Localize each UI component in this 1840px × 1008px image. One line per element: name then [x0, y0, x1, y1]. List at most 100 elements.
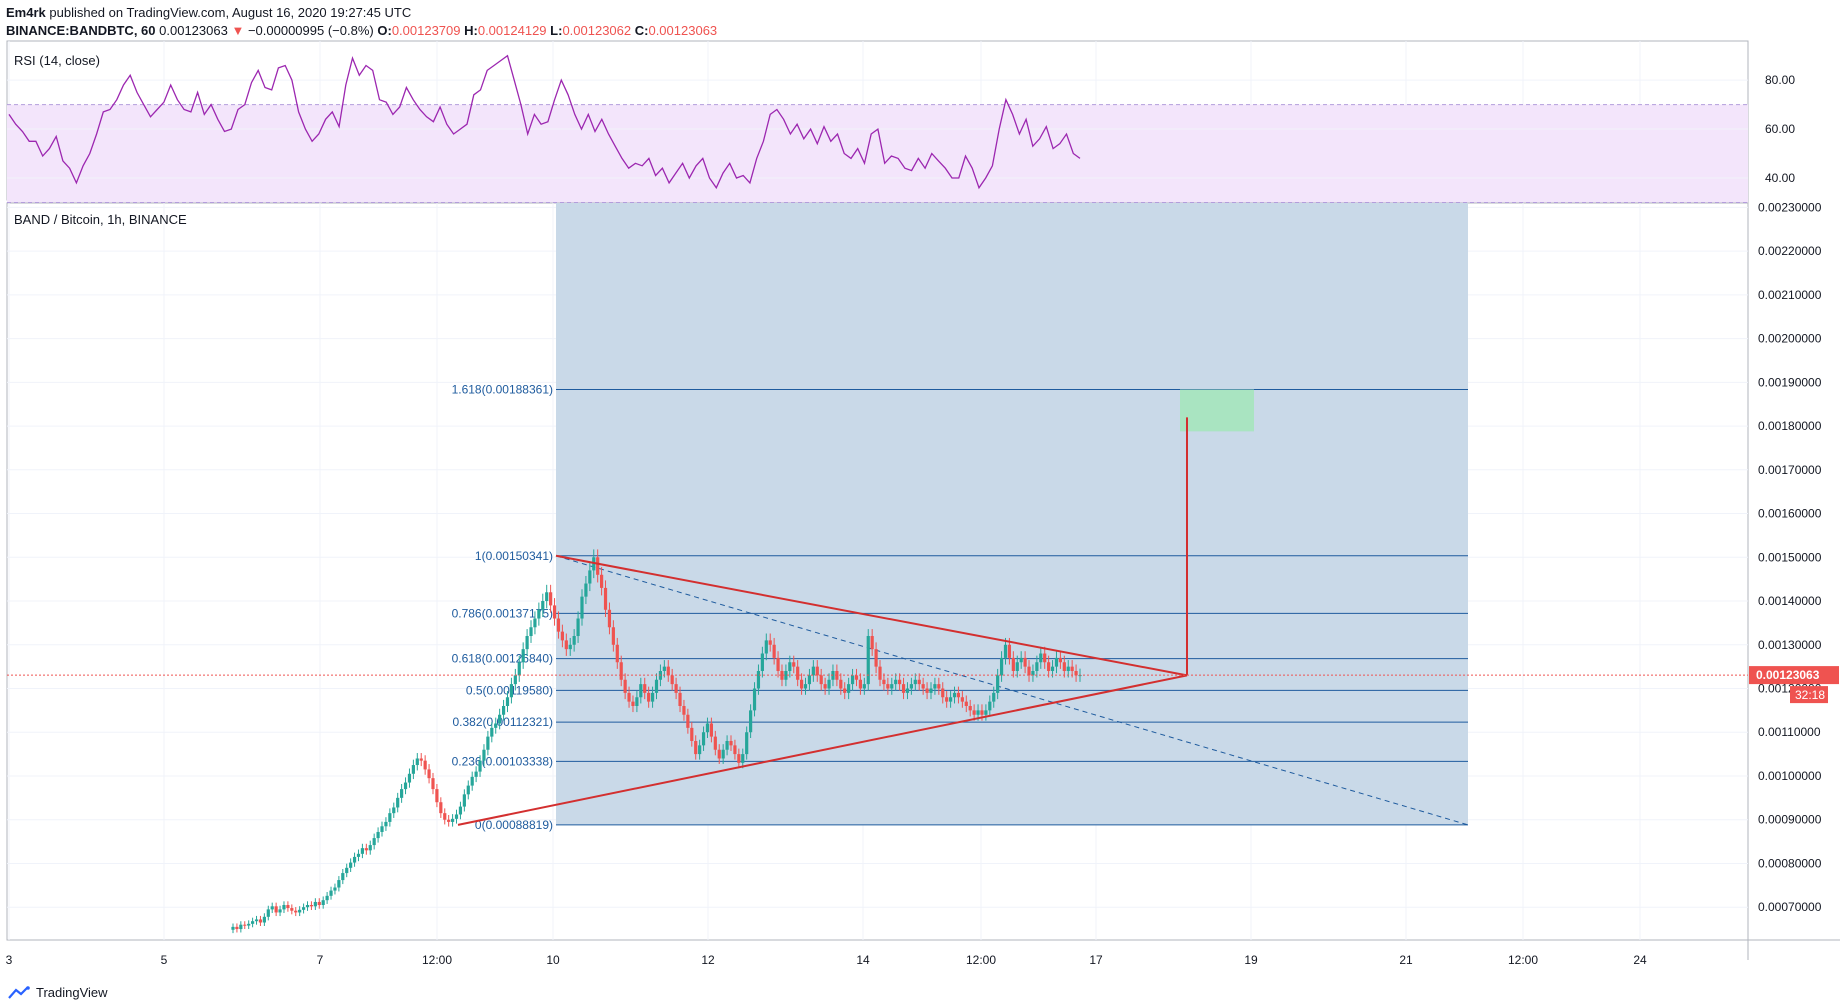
fib-level-label: 0.618(0.00126840)	[452, 652, 553, 666]
candle-body	[282, 905, 286, 910]
last-price: 0.00123063	[159, 23, 228, 38]
candle-body	[1003, 644, 1008, 658]
candle-body	[631, 701, 635, 706]
candle-body	[729, 740, 733, 746]
candle-body	[478, 760, 482, 772]
candle-body	[1023, 657, 1027, 667]
candle-body	[313, 901, 317, 907]
candle-body	[568, 644, 572, 650]
candle-body	[874, 649, 878, 667]
candle-body	[890, 684, 894, 689]
high-value: 0.00124129	[477, 23, 547, 38]
candle-body	[1062, 662, 1066, 672]
candle-body	[560, 631, 564, 641]
fib-level-label: 1(0.00150341)	[475, 549, 553, 563]
candle-body	[392, 807, 396, 814]
candle-body	[243, 924, 247, 926]
candle-body	[792, 662, 796, 667]
candle-body	[964, 701, 968, 706]
candle-body	[439, 802, 443, 814]
candle-body	[788, 662, 792, 672]
candle-body	[376, 831, 380, 839]
candle-body	[721, 749, 725, 759]
candle-body	[278, 909, 282, 913]
rsi-line	[8, 54, 1081, 190]
candle-body	[654, 679, 659, 693]
footer-brand[interactable]: TradingView	[36, 985, 108, 1000]
candle-body	[298, 909, 302, 913]
candle-body	[980, 710, 984, 715]
fib-level-label: 1.618(0.00188361)	[452, 382, 553, 396]
time-tick-label: 7	[317, 953, 324, 967]
candle-body	[1074, 671, 1078, 676]
candle-body	[482, 749, 486, 761]
high-label: H:	[464, 23, 478, 38]
author-name[interactable]: Em4rk	[6, 5, 46, 20]
price-tick-label: 0.00230000	[1758, 200, 1822, 214]
price-tick-label: 0.00170000	[1758, 463, 1822, 477]
low-label: L:	[550, 23, 563, 38]
time-tick-label: 5	[161, 953, 168, 967]
candle-body	[584, 583, 588, 597]
candle-body	[533, 618, 537, 628]
price-tick-label: 0.00090000	[1758, 813, 1822, 827]
time-tick-label: 12:00	[966, 953, 996, 967]
candle-body	[447, 819, 451, 822]
candle-body	[556, 618, 561, 632]
candle-body	[929, 688, 933, 693]
countdown-label-bg	[1790, 686, 1828, 704]
candle-body	[572, 636, 576, 645]
candle-body	[270, 906, 274, 910]
rsi-tick-label: 80.00	[1765, 73, 1795, 87]
price-tick-label: 0.00160000	[1758, 507, 1822, 521]
candle-body	[458, 806, 463, 815]
fib-level-label: 0.236(0.00103338)	[452, 754, 553, 768]
candle-body	[443, 813, 447, 820]
candle-body	[1035, 662, 1039, 672]
candle-body	[643, 684, 647, 693]
candle-body	[737, 754, 741, 763]
time-tick-label: 21	[1399, 953, 1413, 967]
price-tick-label: 0.00180000	[1758, 419, 1822, 433]
candle-body	[262, 916, 266, 923]
candle-body	[411, 765, 415, 774]
candle-body	[725, 740, 729, 750]
candle-body	[952, 692, 957, 698]
candle-body	[588, 570, 592, 584]
time-tick-label: 10	[546, 953, 560, 967]
candle-body	[517, 662, 521, 676]
candle-body	[329, 890, 333, 896]
candle-body	[764, 640, 768, 654]
candle-body	[251, 921, 255, 924]
candle-body	[372, 838, 376, 846]
candle-body	[776, 657, 780, 672]
candle-body	[925, 688, 929, 693]
candle-body	[945, 697, 949, 702]
candle-body	[564, 640, 568, 650]
candle-body	[760, 653, 764, 672]
candle-body	[380, 826, 384, 832]
candle-body	[819, 675, 823, 685]
candle-body	[780, 671, 784, 680]
candle-body	[956, 692, 961, 698]
candle-body	[235, 926, 239, 930]
time-tick-label: 12:00	[422, 953, 452, 967]
candle-body	[321, 900, 325, 906]
candle-body	[525, 636, 529, 650]
rsi-tick-label: 40.00	[1765, 171, 1795, 185]
candle-body	[799, 679, 804, 689]
candle-body	[258, 919, 263, 923]
fib-level-label: 0(0.00088819)	[475, 818, 553, 832]
candle-body	[474, 771, 478, 777]
candle-body	[247, 923, 251, 926]
candle-body	[686, 714, 690, 728]
candle-body	[368, 845, 372, 851]
candle-body	[1070, 666, 1074, 672]
candle-body	[352, 856, 357, 863]
price-tick-label: 0.00130000	[1758, 638, 1822, 652]
candle-body	[545, 592, 549, 602]
candle-body	[1027, 666, 1031, 676]
candle-body	[811, 666, 815, 676]
price-tick-label: 0.00110000	[1758, 725, 1821, 739]
